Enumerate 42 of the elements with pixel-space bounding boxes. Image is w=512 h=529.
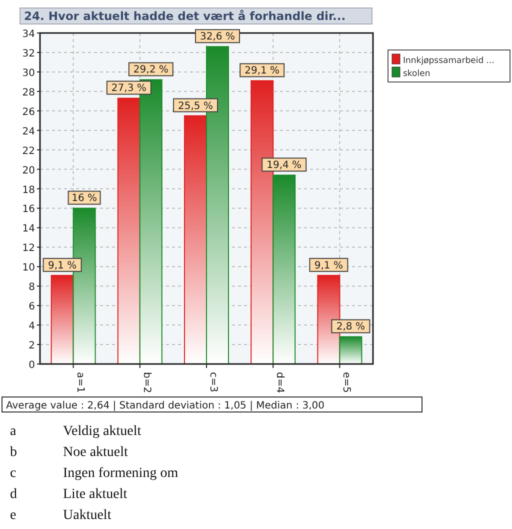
data-label: 25,5 % <box>178 100 213 112</box>
text: b Noe aktuelt <box>10 445 128 460</box>
y-tick-label: 4 <box>28 321 35 332</box>
data-label: 2,8 % <box>336 322 365 333</box>
text: a Veldig aktuelt <box>10 424 142 439</box>
y-tick-label: 6 <box>28 302 35 313</box>
data-label: 9,1 % <box>314 260 343 272</box>
data-label: 29,1 % <box>244 66 280 77</box>
y-tick-label: 32 <box>22 48 35 60</box>
data-label: 19,4 % <box>266 160 302 172</box>
y-tick-label: 16 <box>22 204 35 216</box>
text: Average value : 2,64 | Standard deviation : 1,05 | Median : 3,00 <box>6 400 325 412</box>
y-tick-label: 30 <box>22 68 35 79</box>
data-label: 16 % <box>72 193 98 204</box>
y-tick-label: 10 <box>22 262 35 274</box>
x-tick-label: d=4 <box>274 372 286 394</box>
y-tick-label: 0 <box>28 360 35 371</box>
legend-label: skolen <box>403 69 430 79</box>
text: e Uaktuelt <box>10 508 112 523</box>
x-tick-label: e=5 <box>340 372 352 393</box>
y-tick-label: 34 <box>22 29 35 40</box>
y-tick-label: 8 <box>28 282 35 294</box>
y-tick-label: 24 <box>22 126 35 138</box>
text: c Ingen formening om <box>10 466 178 481</box>
y-tick-label: 20 <box>22 165 35 176</box>
legend-label: Innkjøpssamarbeid ... <box>403 56 494 66</box>
y-tick-label: 12 <box>22 243 35 254</box>
y-tick-label: 14 <box>22 224 35 235</box>
y-tick-label: 22 <box>22 146 35 157</box>
data-label: 32,6 % <box>200 32 235 43</box>
x-tick-label: b=2 <box>140 372 152 394</box>
chart-title: 24. Hvor aktuelt hadde det vært å forhandle dir... <box>24 9 346 23</box>
data-label: 29,2 % <box>133 64 168 76</box>
x-tick-label: a=1 <box>74 372 86 393</box>
data-label: 27,3 % <box>111 83 146 94</box>
y-tick-label: 2 <box>28 340 35 352</box>
y-tick-label: 28 <box>22 87 35 98</box>
y-tick-label: 26 <box>22 106 35 118</box>
data-label: 9,1 % <box>48 260 77 272</box>
text: d Lite aktuelt <box>10 487 128 502</box>
y-tick-label: 18 <box>22 184 35 196</box>
x-tick-label: c=3 <box>208 372 218 392</box>
